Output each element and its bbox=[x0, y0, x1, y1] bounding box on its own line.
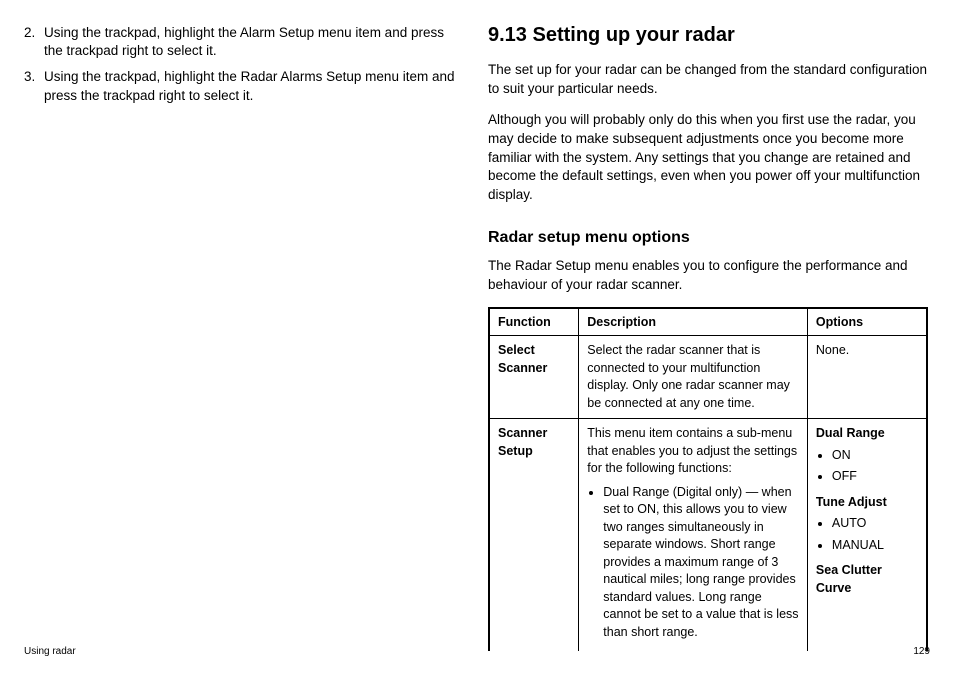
cell-function: Select Scanner bbox=[489, 336, 579, 419]
list-item: 3. Using the trackpad, highlight the Rad… bbox=[24, 68, 464, 104]
page-columns: 2. Using the trackpad, highlight the Ala… bbox=[24, 24, 930, 651]
radar-setup-table: Function Description Options Select Scan… bbox=[488, 307, 928, 651]
description-bullets: Dual Range (Digital only) — when set to … bbox=[603, 484, 799, 642]
footer-right: 129 bbox=[913, 646, 930, 657]
table-row: Scanner Setup This menu item contains a … bbox=[489, 419, 927, 652]
step-number: 2. bbox=[24, 24, 44, 60]
cell-options: None. bbox=[807, 336, 927, 419]
option-item: MANUAL bbox=[832, 537, 918, 555]
option-group-label: Tune Adjust bbox=[816, 494, 918, 512]
numbered-steps-list: 2. Using the trackpad, highlight the Ala… bbox=[24, 24, 464, 105]
col-header-description: Description bbox=[579, 308, 808, 336]
col-header-options: Options bbox=[807, 308, 927, 336]
option-list: ON OFF bbox=[832, 447, 918, 486]
option-group-label: Dual Range bbox=[816, 425, 918, 443]
option-group-label: Sea Clutter Curve bbox=[816, 562, 918, 597]
cell-function: Scanner Setup bbox=[489, 419, 579, 652]
step-text: Using the trackpad, highlight the Radar … bbox=[44, 68, 464, 104]
cell-description: Select the radar scanner that is connect… bbox=[579, 336, 808, 419]
option-item: OFF bbox=[832, 468, 918, 486]
page-footer: Using radar 129 bbox=[24, 646, 930, 657]
option-list: AUTO MANUAL bbox=[832, 515, 918, 554]
table-row: Select Scanner Select the radar scanner … bbox=[489, 336, 927, 419]
paragraph: The set up for your radar can be changed… bbox=[488, 61, 928, 99]
description-intro: This menu item contains a sub-menu that … bbox=[587, 426, 797, 475]
footer-left: Using radar bbox=[24, 646, 76, 657]
cell-description: This menu item contains a sub-menu that … bbox=[579, 419, 808, 652]
list-item: 2. Using the trackpad, highlight the Ala… bbox=[24, 24, 464, 60]
paragraph: The Radar Setup menu enables you to conf… bbox=[488, 257, 928, 295]
step-number: 3. bbox=[24, 68, 44, 104]
paragraph: Although you will probably only do this … bbox=[488, 111, 928, 205]
section-heading: 9.13 Setting up your radar bbox=[488, 24, 928, 47]
cell-options: Dual Range ON OFF Tune Adjust AUTO MANUA… bbox=[807, 419, 927, 652]
option-item: AUTO bbox=[832, 515, 918, 533]
step-text: Using the trackpad, highlight the Alarm … bbox=[44, 24, 464, 60]
left-column: 2. Using the trackpad, highlight the Ala… bbox=[24, 24, 464, 651]
option-item: ON bbox=[832, 447, 918, 465]
col-header-function: Function bbox=[489, 308, 579, 336]
bullet-item: Dual Range (Digital only) — when set to … bbox=[603, 484, 799, 642]
subsection-heading: Radar setup menu options bbox=[488, 229, 928, 247]
right-column: 9.13 Setting up your radar The set up fo… bbox=[488, 24, 928, 651]
table-header-row: Function Description Options bbox=[489, 308, 927, 336]
